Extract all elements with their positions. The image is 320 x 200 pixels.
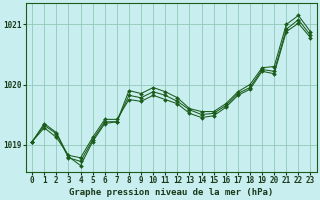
X-axis label: Graphe pression niveau de la mer (hPa): Graphe pression niveau de la mer (hPa) [69,188,274,197]
